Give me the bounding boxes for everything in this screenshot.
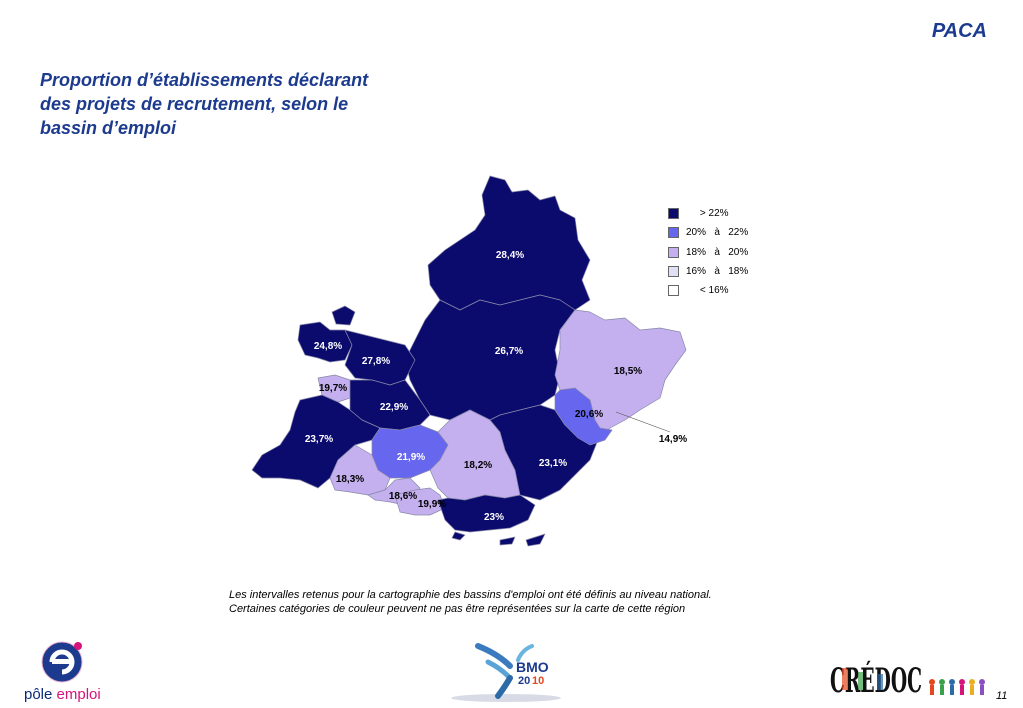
legend-label: 16% à 18% <box>686 266 749 278</box>
credoc-logo: CRÉDOC <box>830 660 985 701</box>
label-nice: 20,6% <box>575 409 603 420</box>
bmo-text: BMO <box>516 659 549 675</box>
footnote: Les intervalles retenus pour la cartogra… <box>229 588 712 616</box>
legend-label: > 22% <box>686 208 729 220</box>
map-legend: > 22% 20% à 22% 18% à 20% 16% à 18% < 16… <box>668 204 748 300</box>
legend-swatch <box>668 227 679 239</box>
label-arles: 18,3% <box>336 474 364 485</box>
legend-label: < 16% <box>686 285 729 297</box>
footnote-line-1: Les intervalles retenus pour la cartogra… <box>229 589 712 601</box>
zone-west <box>251 394 381 489</box>
zone-nice <box>554 387 613 446</box>
legend-label: 20% à 22% <box>686 227 749 239</box>
legend-item: 16% à 18% <box>668 262 748 281</box>
zone-island-3 <box>525 533 546 547</box>
bmo-year-a: 20 <box>518 675 530 687</box>
zone-center <box>404 294 576 421</box>
label-alpes-maritimes: 18,5% <box>614 366 642 377</box>
label-middle-blue: 21,9% <box>397 452 425 463</box>
page-title: Proportion d’établissements déclarant de… <box>40 68 440 140</box>
label-aubagne: 19,9% <box>418 499 446 510</box>
pole-emploi-logo <box>41 641 83 683</box>
legend-item: < 16% <box>668 281 748 300</box>
zone-north <box>427 175 591 311</box>
footnote-line-2: Certaines catégories de couleur peuvent … <box>229 603 686 615</box>
label-west-small: 19,7% <box>319 383 347 394</box>
legend-swatch <box>668 246 679 258</box>
legend-item: 20% à 22% <box>668 223 748 242</box>
bmo-logo: BMO 20 10 <box>451 643 561 702</box>
legend-swatch <box>668 285 679 297</box>
label-toulon: 23% <box>484 512 504 523</box>
label-outside: 14,9% <box>659 434 687 445</box>
bmo-year-b: 10 <box>532 675 544 687</box>
legend-swatch <box>668 266 679 278</box>
pole-emploi-wordmark: pôle emploi <box>24 686 101 703</box>
zone-island-1 <box>451 531 466 541</box>
outside-pointer <box>615 411 671 433</box>
label-center: 26,7% <box>495 346 523 357</box>
label-var-center: 18,2% <box>464 460 492 471</box>
label-west-mid: 22,9% <box>380 402 408 413</box>
label-var-east: 23,1% <box>539 458 567 469</box>
pole-emploi-part2: emploi <box>56 686 101 703</box>
zone-nw-small <box>297 321 353 363</box>
zone-nw-islet <box>331 305 356 326</box>
label-north: 28,4% <box>496 250 524 261</box>
title-line-1: Proportion d’établissements déclarant <box>40 70 369 90</box>
page-number: 11 <box>996 690 1008 702</box>
label-west: 23,7% <box>305 434 333 445</box>
legend-swatch <box>668 208 679 220</box>
legend-label: 18% à 20% <box>686 246 749 258</box>
zone-island-2 <box>499 536 516 546</box>
title-line-3: bassin d’emploi <box>40 118 177 138</box>
label-marseille: 18,6% <box>389 491 417 502</box>
region-tag: PACA <box>931 20 987 42</box>
legend-item: > 22% <box>668 204 748 223</box>
label-nw-small: 24,8% <box>314 341 342 352</box>
zone-toulon <box>437 494 536 533</box>
label-nw-mid: 27,8% <box>362 356 390 367</box>
title-line-2: des projets de recrutement, selon le <box>40 94 349 114</box>
zone-alpes-maritimes <box>554 309 687 441</box>
pole-emploi-part1: pôle <box>24 686 57 703</box>
legend-item: 18% à 20% <box>668 243 748 262</box>
zone-var-east <box>489 404 599 501</box>
credoc-figures <box>929 679 985 695</box>
